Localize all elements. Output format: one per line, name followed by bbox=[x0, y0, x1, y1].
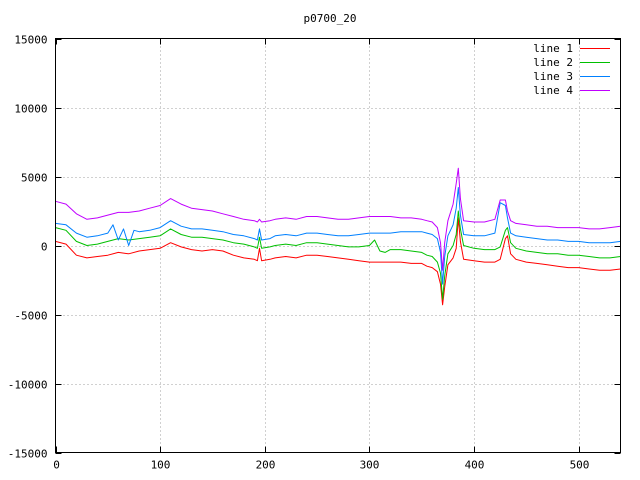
grid bbox=[55, 38, 621, 453]
y-tick-label: 5000 bbox=[21, 172, 48, 185]
legend-label: line 4 bbox=[533, 84, 573, 97]
series-line-2 bbox=[55, 210, 621, 300]
y-tick-label: 0 bbox=[41, 241, 48, 254]
series-group bbox=[55, 167, 621, 306]
x-tick-label: 0 bbox=[53, 459, 60, 472]
series-line-1 bbox=[55, 217, 621, 306]
axis-ticks: 0 100 200 300 400 500 -15000 -10000 -5000 0 5000 10… bbox=[8, 34, 621, 472]
legend-label: line 3 bbox=[533, 70, 573, 83]
y-tick-label: 15000 bbox=[14, 34, 47, 47]
chart-title: p0700_20 bbox=[304, 12, 357, 25]
x-tick-label: 100 bbox=[151, 459, 171, 472]
x-tick-label: 400 bbox=[465, 459, 485, 472]
y-tick-label: 10000 bbox=[14, 103, 47, 116]
legend-label: line 1 bbox=[533, 42, 573, 55]
x-tick-label: 200 bbox=[256, 459, 276, 472]
y-tick-label: -5000 bbox=[14, 310, 47, 323]
series-line-4 bbox=[55, 167, 621, 271]
plot-frame bbox=[55, 38, 621, 453]
x-tick-label: 300 bbox=[360, 459, 380, 472]
x-tick-label: 500 bbox=[570, 459, 590, 472]
series-line-3 bbox=[55, 187, 621, 285]
y-tick-label: -15000 bbox=[8, 448, 48, 461]
y-tick-label: -10000 bbox=[8, 379, 48, 392]
legend-label: line 2 bbox=[533, 56, 573, 69]
